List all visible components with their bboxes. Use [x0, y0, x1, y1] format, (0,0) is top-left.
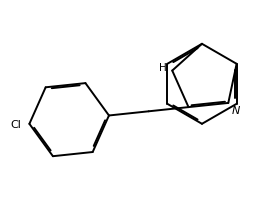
Text: H: H: [159, 63, 166, 73]
Text: Cl: Cl: [10, 120, 21, 130]
Text: N: N: [231, 106, 240, 116]
